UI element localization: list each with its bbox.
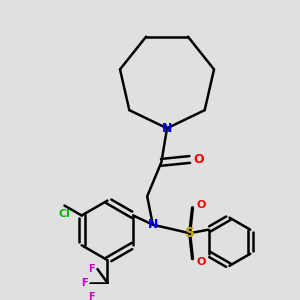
Text: F: F [88,292,95,300]
Text: O: O [193,153,203,166]
Text: Cl: Cl [58,209,70,219]
Text: N: N [162,122,172,135]
Text: N: N [148,218,158,231]
Text: O: O [196,200,206,210]
Text: F: F [82,278,88,288]
Text: F: F [88,264,95,274]
Text: O: O [196,256,206,267]
Text: S: S [185,226,195,240]
